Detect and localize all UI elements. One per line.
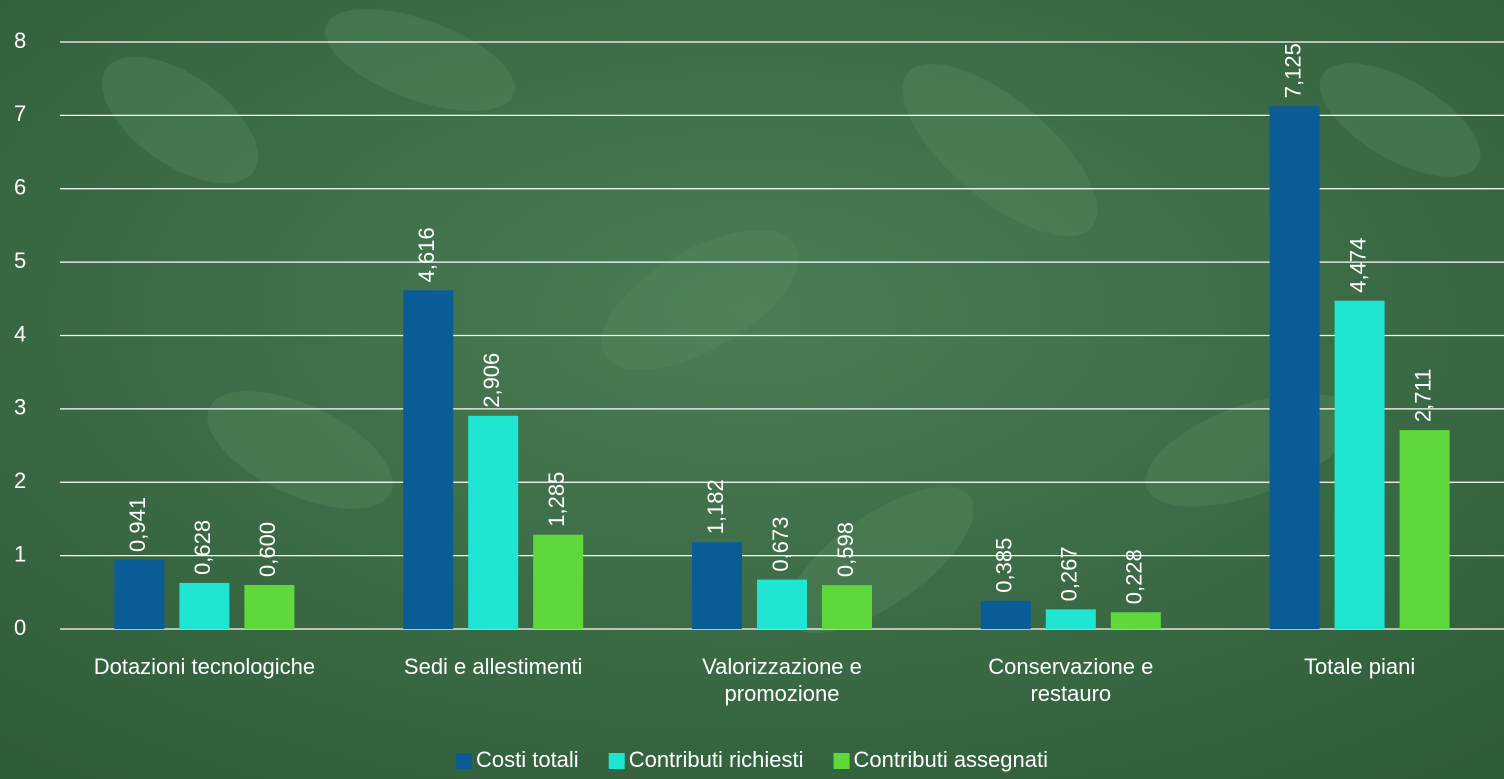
value-label: 4,616 [414, 227, 439, 282]
value-label: 1,285 [544, 472, 569, 527]
x-tick-label: Conservazione e restauro [988, 654, 1154, 706]
y-tick-label: 5 [14, 248, 26, 273]
value-label: 0,600 [255, 522, 280, 577]
value-label: 7,125 [1280, 43, 1305, 98]
y-tick-label: 1 [14, 541, 26, 566]
x-tick-label: Dotazioni tecnologiche [93, 654, 316, 679]
value-label: 4,474 [1345, 238, 1370, 293]
bar [1334, 300, 1385, 629]
legend-label: Contributi assegnati [854, 747, 1048, 772]
y-tick-label: 2 [14, 468, 26, 493]
value-label: 0,941 [125, 497, 150, 552]
y-tick-label: 0 [14, 615, 26, 640]
y-tick-label: 4 [14, 321, 26, 346]
bar [692, 542, 742, 629]
bar [403, 290, 454, 629]
legend-swatch [833, 753, 850, 769]
bar [822, 585, 872, 629]
bar [1045, 609, 1096, 629]
value-label: 0,228 [1122, 549, 1147, 604]
bar [179, 582, 230, 629]
legend-swatch [608, 753, 625, 769]
value-label: 0,673 [768, 517, 793, 572]
bar [114, 559, 165, 629]
bar [533, 534, 584, 629]
value-label: 0,267 [1057, 546, 1082, 601]
bar [1399, 430, 1450, 629]
legend-label: Contributi richiesti [629, 747, 804, 772]
bar [468, 415, 519, 629]
x-tick-label: Totale piani [1303, 654, 1416, 679]
value-label: 0,628 [190, 520, 215, 575]
x-tick-label: Sedi e allestimenti [403, 654, 583, 679]
y-tick-label: 3 [14, 395, 26, 420]
legend-swatch [455, 753, 472, 769]
legend-label: Costi totali [476, 747, 579, 772]
y-tick-label: 7 [14, 101, 26, 126]
y-tick-label: 6 [14, 175, 26, 200]
value-label: 2,711 [1410, 369, 1435, 422]
value-label: 0,598 [833, 522, 858, 577]
value-label: 1,182 [703, 479, 728, 534]
x-tick-label: Valorizzazione e promozione [702, 654, 862, 706]
y-tick-label: 8 [14, 28, 26, 53]
value-label: 0,385 [992, 538, 1017, 593]
bar [1269, 106, 1320, 629]
value-label: 2,906 [479, 353, 504, 408]
bar [244, 584, 295, 629]
bar [757, 579, 807, 629]
bar [1110, 612, 1161, 629]
bar [980, 600, 1031, 629]
